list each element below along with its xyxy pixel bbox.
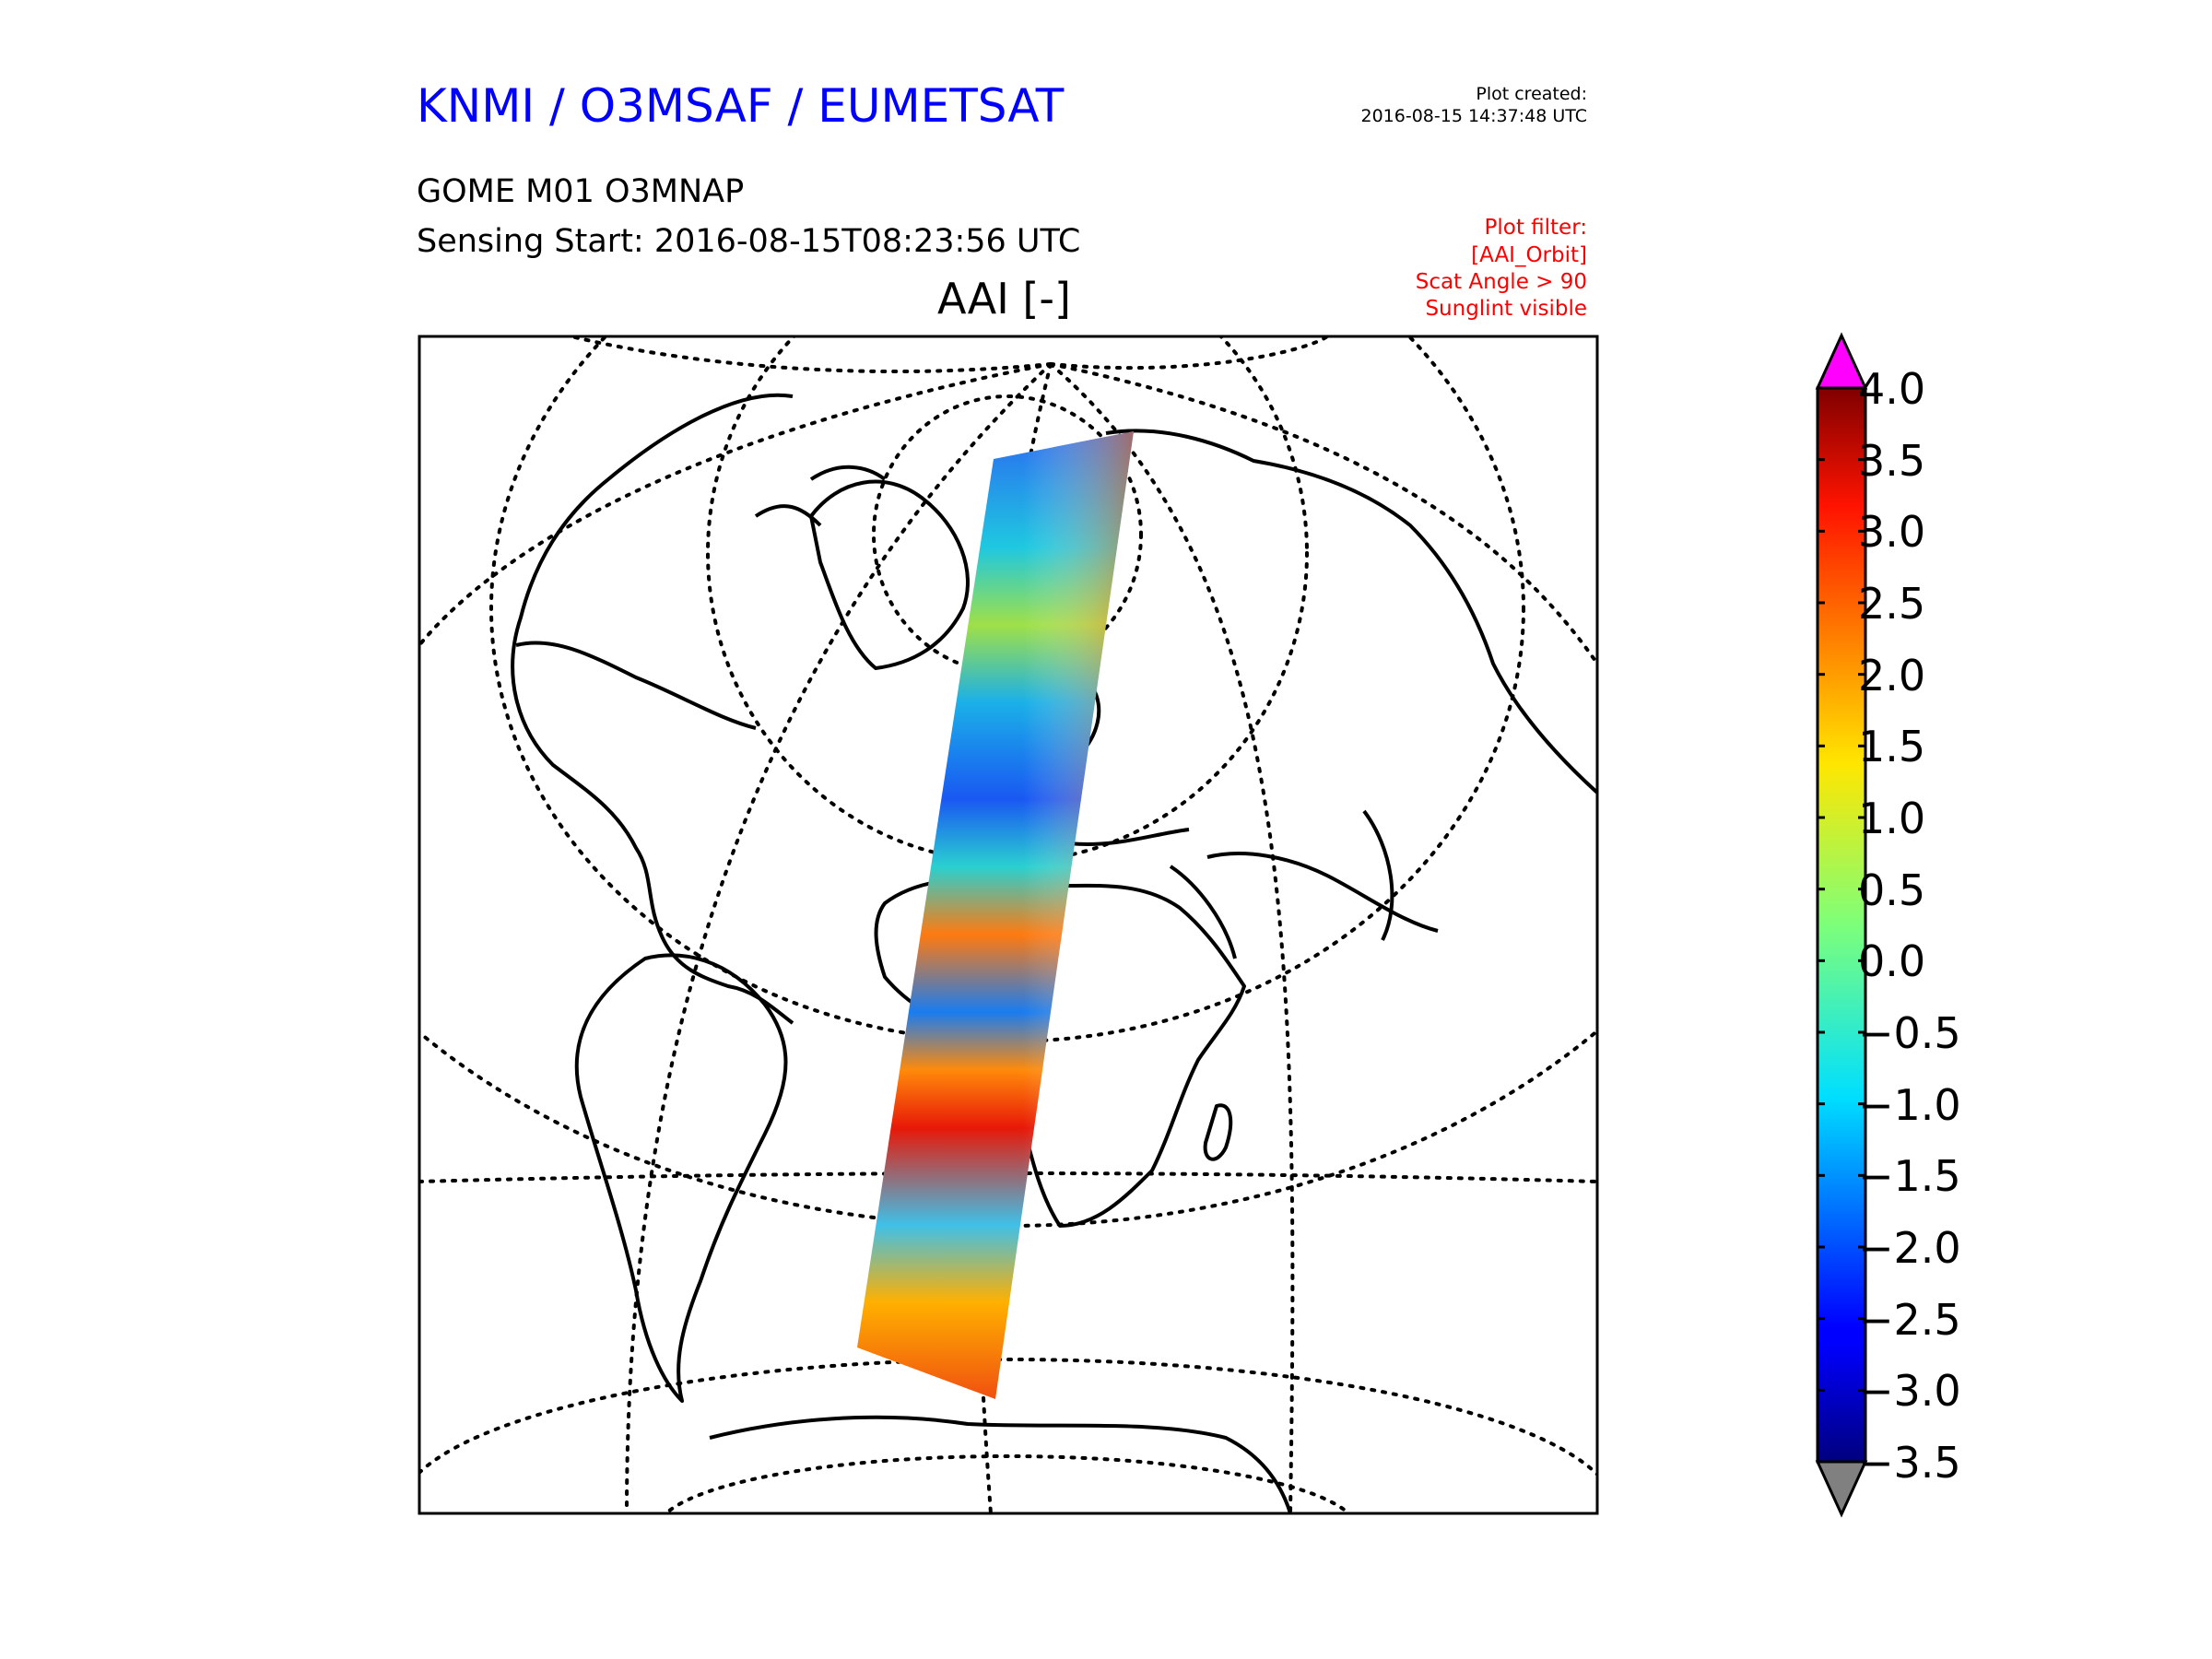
colorbar-tick-label: −3.0 <box>1858 1366 1961 1417</box>
colorbar-under-arrow <box>1815 1460 1868 1518</box>
colorbar-tick-label: 2.5 <box>1858 579 1926 629</box>
colorbar-tick-label: 4.0 <box>1858 364 1926 414</box>
plot-filter-line: Sunglint visible <box>1425 297 1587 321</box>
plot-created-label: Plot created: <box>1476 84 1587 104</box>
satellite-swath <box>857 431 1134 1399</box>
colorbar-tick-label: 2.0 <box>1858 650 1926 700</box>
colorbar-tick-label: 0.0 <box>1858 936 1926 987</box>
product-name: GOME M01 O3MNAP <box>417 173 745 210</box>
colorbar-tick-label: −0.5 <box>1858 1008 1961 1058</box>
colorbar-tick-label: 3.5 <box>1858 435 1926 486</box>
colorbar-tick-label: 3.0 <box>1858 507 1926 558</box>
colorbar-tick-label: 1.5 <box>1858 722 1926 772</box>
map-frame <box>418 335 1599 1515</box>
map-title: AAI [-] <box>937 274 1071 324</box>
colorbar-tick-label: −2.0 <box>1858 1223 1961 1273</box>
plot-filter-line: Scat Angle > 90 <box>1415 270 1587 294</box>
colorbar-tick-label: −1.5 <box>1858 1151 1961 1202</box>
plot-filter-line: [AAI_Orbit] <box>1471 243 1587 267</box>
coastlines <box>511 393 1597 1513</box>
colorbar-tick-label: −1.0 <box>1858 1079 1961 1130</box>
colorbar-tick-label: −3.5 <box>1858 1438 1961 1488</box>
plot-created-value: 2016-08-15 14:37:48 UTC <box>1360 106 1588 126</box>
colorbar-tick-label: 0.5 <box>1858 865 1926 915</box>
colorbar-over-arrow <box>1815 332 1868 390</box>
organization-title: KNMI / O3MSAF / EUMETSAT <box>417 79 1065 133</box>
map-area <box>419 336 1597 1513</box>
colorbar <box>1815 332 1868 1518</box>
sensing-start: Sensing Start: 2016-08-15T08:23:56 UTC <box>417 223 1081 260</box>
colorbar-tick-label: 1.0 <box>1858 794 1926 843</box>
plot-filter-line: Plot filter: <box>1484 216 1587 240</box>
colorbar-tick-label: −2.5 <box>1858 1294 1961 1345</box>
